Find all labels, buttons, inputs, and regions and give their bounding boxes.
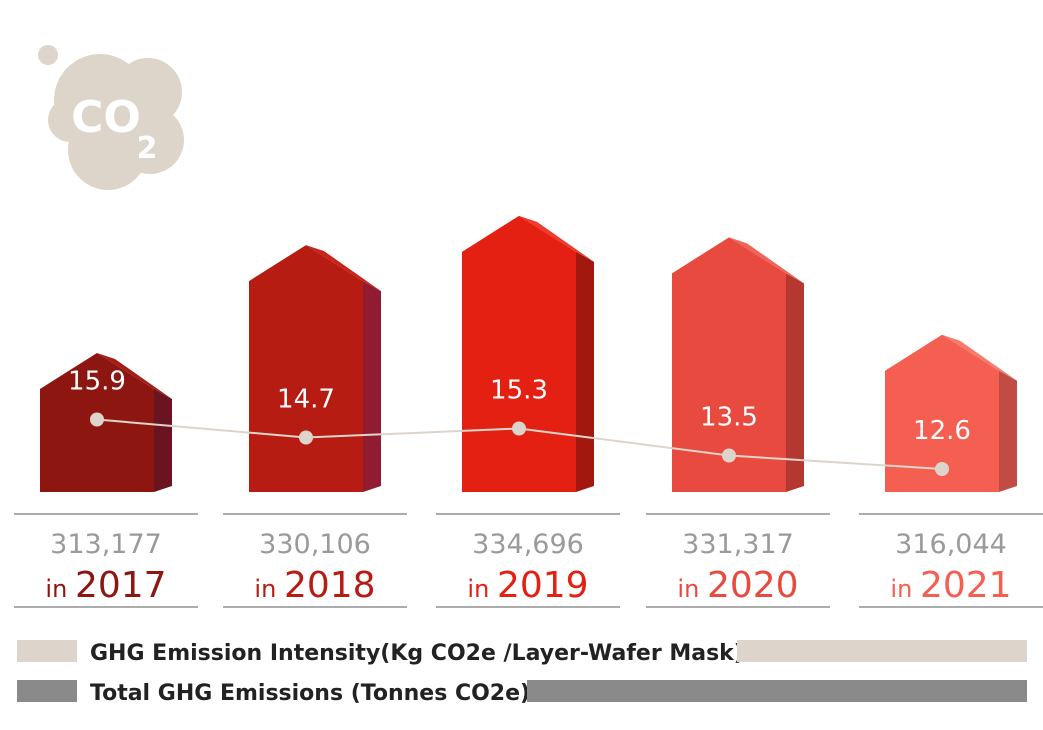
bar-2019 bbox=[462, 215, 594, 493]
bar-side-face bbox=[363, 281, 381, 492]
bar-roof-side bbox=[306, 245, 381, 292]
legend-swatch-intensity bbox=[17, 640, 77, 662]
total-label-2020: 331,317 bbox=[682, 529, 794, 560]
co2-icon-subscript: 2 bbox=[137, 131, 158, 166]
legend: GHG Emission Intensity(Kg CO2e /Layer-Wa… bbox=[17, 640, 1027, 706]
intensity-label-2021: 12.6 bbox=[913, 416, 971, 446]
cloud-puff bbox=[48, 98, 92, 142]
bar-roof-side bbox=[942, 334, 1017, 381]
year-value: 2019 bbox=[497, 565, 589, 606]
year-prefix: in bbox=[467, 575, 497, 603]
bar-2020 bbox=[672, 237, 804, 492]
bar-2018 bbox=[249, 245, 381, 492]
bar-front-face bbox=[672, 237, 786, 492]
legend-label-intensity: GHG Emission Intensity(Kg CO2e /Layer-Wa… bbox=[90, 641, 744, 666]
bar-front-face bbox=[249, 245, 363, 492]
intensity-label-2019: 15.3 bbox=[490, 376, 548, 406]
year-prefix: in bbox=[890, 575, 920, 603]
year-value: 2017 bbox=[75, 565, 167, 606]
legend-bar-intensity bbox=[737, 640, 1027, 662]
year-value: 2018 bbox=[284, 565, 376, 606]
bar-side-face bbox=[576, 251, 594, 492]
labels: 15.9 14.7 15.3 13.5 12.6 313,177 in 2017 330,10… bbox=[14, 367, 1043, 608]
total-label-2017: 313,177 bbox=[50, 529, 162, 560]
bars bbox=[40, 215, 1017, 493]
intensity-point-2017 bbox=[90, 412, 104, 427]
bar-front-face bbox=[462, 215, 576, 493]
co2-cloud-icon: CO2 bbox=[38, 45, 184, 190]
bar-side-face bbox=[786, 273, 804, 492]
intensity-point-2019 bbox=[512, 421, 526, 436]
bar-roof-side bbox=[519, 215, 594, 262]
bar-side-face bbox=[154, 388, 172, 492]
total-label-2021: 316,044 bbox=[895, 529, 1007, 560]
intensity-point-2020 bbox=[722, 448, 736, 463]
year-label-2019: in 2019 bbox=[467, 565, 588, 606]
legend-bar-total bbox=[527, 680, 1027, 702]
legend-swatch-total bbox=[17, 680, 77, 702]
year-label-2018: in 2018 bbox=[254, 565, 375, 606]
year-prefix: in bbox=[677, 575, 707, 603]
co2-icon-text: CO bbox=[71, 92, 141, 143]
year-label-2017: in 2017 bbox=[45, 565, 166, 606]
total-label-2018: 330,106 bbox=[259, 529, 371, 560]
intensity-label-2020: 13.5 bbox=[700, 403, 758, 433]
legend-label-total: Total GHG Emissions (Tonnes CO2e) bbox=[90, 681, 530, 706]
bar-roof-side bbox=[729, 237, 804, 284]
intensity-point-2018 bbox=[299, 430, 313, 445]
intensity-label-2017: 15.9 bbox=[68, 367, 126, 397]
intensity-label-2018: 14.7 bbox=[277, 385, 335, 415]
bar-2021 bbox=[885, 334, 1017, 492]
year-prefix: in bbox=[45, 575, 75, 603]
year-prefix: in bbox=[254, 575, 284, 603]
year-label-2021: in 2021 bbox=[890, 565, 1011, 606]
intensity-line-series bbox=[90, 412, 949, 476]
bar-front-face bbox=[885, 334, 999, 492]
year-value: 2021 bbox=[920, 565, 1012, 606]
total-label-2019: 334,696 bbox=[472, 529, 584, 560]
intensity-point-2021 bbox=[935, 462, 949, 476]
year-value: 2020 bbox=[707, 565, 799, 606]
cloud-puff bbox=[38, 45, 58, 65]
bar-roof-side bbox=[97, 352, 172, 399]
cloud-puff bbox=[114, 58, 182, 126]
bar-side-face bbox=[999, 370, 1017, 492]
year-label-2020: in 2020 bbox=[677, 565, 798, 606]
